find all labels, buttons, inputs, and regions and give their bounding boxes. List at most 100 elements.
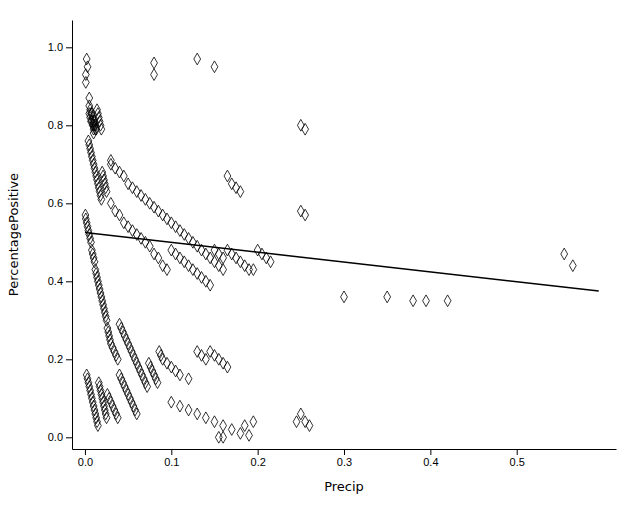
- tick: 1.0: [48, 41, 72, 53]
- tick-label: 0.6: [48, 197, 63, 209]
- point: [228, 424, 235, 436]
- point: [297, 119, 304, 131]
- point: [224, 170, 231, 182]
- point: [220, 357, 227, 369]
- tick: 0.4: [423, 449, 438, 468]
- point: [142, 377, 149, 389]
- point: [185, 260, 192, 272]
- point: [220, 264, 227, 276]
- point: [194, 408, 201, 420]
- point: [159, 260, 166, 272]
- point: [181, 229, 188, 241]
- point: [246, 429, 253, 441]
- regression-line: [85, 233, 599, 291]
- point: [267, 256, 274, 268]
- point: [181, 256, 188, 268]
- point: [98, 123, 105, 135]
- point: [569, 260, 576, 272]
- point: [341, 291, 348, 303]
- point: [224, 361, 231, 373]
- point: [241, 260, 248, 272]
- point: [103, 412, 110, 424]
- tick-mark: [430, 449, 431, 455]
- point: [107, 197, 114, 209]
- point: [146, 240, 153, 252]
- chart: 0.00.10.20.30.40.50.00.20.40.60.81.0Prec…: [0, 0, 640, 505]
- point: [125, 221, 132, 233]
- point: [125, 178, 132, 190]
- tick-mark: [66, 281, 72, 282]
- point: [224, 244, 231, 256]
- tick-mark: [66, 47, 72, 48]
- point: [133, 186, 140, 198]
- tick-label: 0.8: [48, 119, 63, 131]
- point: [138, 190, 145, 202]
- tick-label: 0.4: [423, 456, 438, 468]
- tick: 0.1: [164, 449, 179, 468]
- point: [154, 377, 161, 389]
- tick-mark: [66, 437, 72, 438]
- point: [293, 416, 300, 428]
- point: [211, 350, 218, 362]
- tick-label: 0.5: [510, 456, 525, 468]
- point: [185, 373, 192, 385]
- point: [132, 404, 139, 416]
- point: [120, 217, 127, 229]
- point: [142, 194, 149, 206]
- point: [113, 350, 120, 362]
- tick-label: 0.2: [251, 456, 266, 468]
- point: [168, 217, 175, 229]
- point: [302, 123, 309, 135]
- point: [215, 260, 222, 272]
- point: [164, 213, 171, 225]
- point: [129, 225, 136, 237]
- point: [254, 244, 261, 256]
- tick-label: 0.3: [337, 456, 352, 468]
- point: [164, 264, 171, 276]
- point: [423, 295, 430, 307]
- point: [297, 205, 304, 217]
- point: [384, 291, 391, 303]
- point: [177, 252, 184, 264]
- point: [95, 420, 102, 432]
- plot: 0.00.10.20.30.40.50.00.20.40.60.81.0: [48, 21, 617, 468]
- tick-label: 0.0: [48, 431, 63, 443]
- point: [211, 244, 218, 256]
- tick: 0.0: [48, 431, 72, 443]
- tick: 0.3: [337, 449, 352, 468]
- point: [202, 275, 209, 287]
- point: [151, 57, 158, 69]
- tick-mark: [517, 449, 518, 455]
- point: [144, 381, 151, 393]
- point: [237, 428, 244, 440]
- point: [112, 205, 119, 217]
- point: [194, 346, 201, 358]
- tick-label: 0.1: [164, 456, 179, 468]
- tick: 0.6: [48, 197, 72, 209]
- data-area: [82, 53, 599, 443]
- point: [113, 408, 120, 420]
- tick-mark: [344, 449, 345, 455]
- point: [220, 431, 227, 443]
- point: [250, 416, 257, 428]
- point: [189, 264, 196, 276]
- point: [177, 369, 184, 381]
- tick: 0.2: [251, 449, 266, 468]
- point: [177, 225, 184, 237]
- y-axis-title: PercentagePositive: [6, 173, 21, 296]
- point: [151, 201, 158, 213]
- point: [302, 416, 309, 428]
- point: [211, 256, 218, 268]
- point: [152, 373, 159, 385]
- point: [233, 182, 240, 194]
- point: [103, 186, 110, 198]
- point: [215, 248, 222, 260]
- point: [237, 186, 244, 198]
- tick-mark: [258, 449, 259, 455]
- point: [207, 346, 214, 358]
- tick: 0.2: [48, 353, 72, 365]
- point: [82, 69, 89, 81]
- point: [116, 209, 123, 221]
- tick-mark: [85, 449, 86, 455]
- point: [155, 252, 162, 264]
